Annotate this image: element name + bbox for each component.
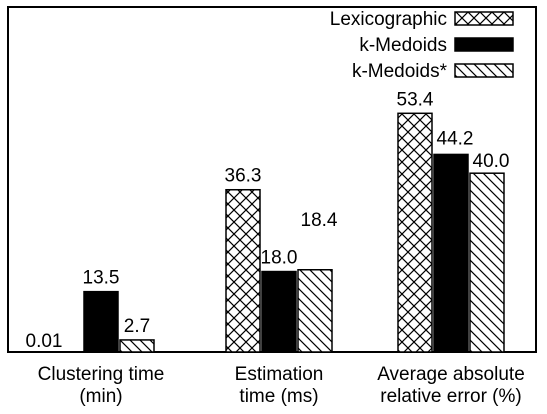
- value-labels-layer: 0.01 13.5 2.7 36.3 18.018.4 53.444.240.0: [26, 89, 510, 352]
- legend-label-2: k-Medoids: [359, 35, 447, 56]
- bar-2-crosshatch: [225, 188, 261, 353]
- value-label-1-2: 13.5: [83, 268, 120, 289]
- bars-layer: [47, 112, 505, 353]
- value-label-3-3: 40.0: [473, 151, 510, 172]
- bar-2-diagonal: [297, 269, 333, 353]
- bar-3-solid: [433, 153, 469, 353]
- value-label-3-1: 53.4: [397, 89, 434, 110]
- x-tick-label-1-line-2: (min): [79, 386, 122, 407]
- bar-1-diagonal: [119, 339, 155, 353]
- bar-3-crosshatch: [397, 112, 433, 353]
- legend-label-3: k-Medoids*: [352, 61, 448, 82]
- x-tick-label-3-line-1: Average absolute: [377, 364, 525, 385]
- value-label-1-1: 0.01: [26, 331, 63, 352]
- legend-swatch-diagonal: [454, 63, 514, 78]
- legend: Lexicographic k-Medoids k-Medoids*: [330, 9, 514, 82]
- legend-swatch-solid: [454, 37, 514, 52]
- x-tick-label-3-line-2: relative error (%): [380, 386, 521, 407]
- legend-label-1: Lexicographic: [330, 9, 447, 30]
- value-label-2-1: 36.3: [225, 166, 262, 187]
- x-tick-label-1-line-1: Clustering time: [38, 364, 165, 385]
- x-tick-label-2-line-2: time (ms): [239, 386, 318, 407]
- value-label-3-2: 44.2: [437, 128, 474, 149]
- x-tick-label-2-line-1: Estimation: [235, 364, 324, 385]
- bar-1-solid: [83, 290, 119, 353]
- value-label-1-3: 2.7: [124, 316, 150, 337]
- legend-swatch-crosshatch: [454, 11, 514, 26]
- bar-3-diagonal: [469, 172, 505, 353]
- value-label-2-3: 18.4: [301, 210, 338, 231]
- value-label-2-2: 18.0: [261, 248, 298, 269]
- bar-2-solid: [261, 270, 297, 353]
